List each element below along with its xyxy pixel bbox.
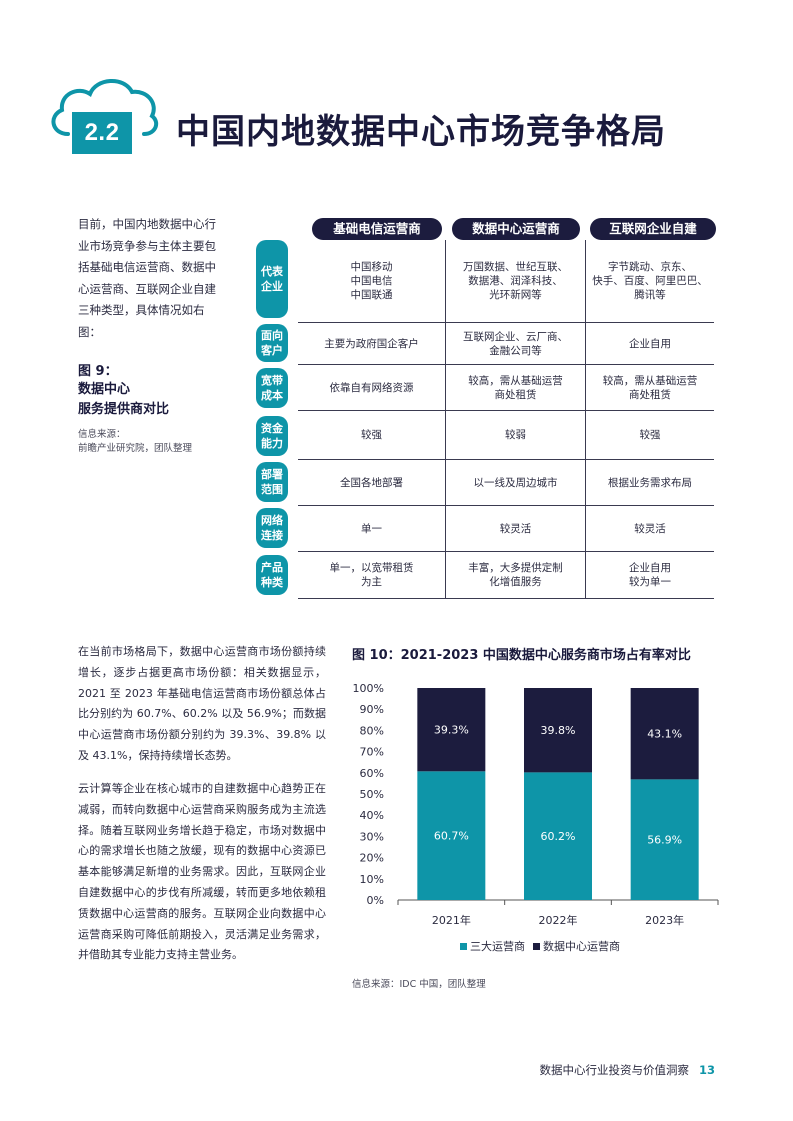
table-cell: 企业自用 较为单一	[629, 562, 671, 588]
bar-data-label: 39.8%	[541, 724, 576, 737]
y-tick-label: 90%	[360, 703, 384, 716]
table-cell: 丰富，大多提供定制 化增值服务	[468, 562, 563, 588]
y-tick-label: 0%	[367, 894, 384, 907]
cloud-icon	[51, 79, 159, 136]
table-cell: 较强	[639, 429, 661, 441]
y-tick-label: 60%	[360, 767, 384, 780]
page-footer: 数据中心行业投资与价值洞察 13	[539, 1062, 715, 1078]
bar-data-label: 60.7%	[434, 830, 469, 843]
footer-text: 数据中心行业投资与价值洞察	[539, 1063, 689, 1077]
table-cell: 单一	[361, 522, 382, 535]
table-cell: 单一，以宽带租赁 为主	[329, 562, 414, 588]
chart-legend: 三大运营商 数据中心运营商	[460, 938, 620, 954]
section-number-badge: 2.2	[72, 112, 132, 154]
page-title: 中国内地数据中心市场竞争格局	[176, 112, 666, 152]
table-cell: 全国各地部署	[340, 476, 403, 489]
figure-9-label: 图 9：	[78, 364, 118, 379]
bar-idc	[630, 688, 699, 780]
row-label-representative: 代表 企业	[256, 240, 288, 318]
legend-label-idc: 数据中心运营商	[543, 940, 620, 953]
y-tick-label: 10%	[360, 873, 384, 886]
figure-9-source: 信息来源： 前瞻产业研究院，团队整理	[78, 429, 193, 454]
row-label-products: 产品 种类	[256, 555, 288, 595]
table-row-divider	[298, 551, 714, 552]
table-cell: 较强	[361, 429, 382, 441]
table-cell: 万国数据、世纪互联、 数据港、润泽科技、 光环新网等	[463, 261, 568, 301]
row-label-bandwidth-cost: 宽带 成本	[256, 368, 288, 408]
y-tick-label: 70%	[360, 746, 384, 759]
bar-idc	[524, 688, 592, 773]
table-cell: 较灵活	[499, 522, 532, 535]
table-divider	[445, 240, 446, 598]
table-row-divider	[298, 505, 714, 506]
table-row-divider	[298, 364, 714, 365]
table-cell: 较灵活	[634, 522, 666, 535]
table-cell: 依靠自有网络资源	[329, 381, 414, 394]
body-paragraph-2: 云计算等企业在核心城市的自建数据中心趋势正在减弱，而转向数据中心运营商采购服务成…	[78, 782, 326, 962]
bar-telecom	[630, 779, 699, 900]
bar-data-label: 43.1%	[647, 728, 682, 741]
table-cell: 互联网企业、云厂商、 金融公司等	[463, 330, 568, 357]
body-paragraph-1: 在当前市场格局下，数据中心运营商市场份额持续增长，逐步占据更高市场份额：相关数据…	[78, 645, 326, 762]
table-row-divider	[298, 598, 714, 599]
column-header-telecom: 基础电信运营商	[312, 218, 442, 240]
table-cell: 较高，需从基础运营 商处租赁	[602, 374, 698, 401]
bar-idc	[417, 688, 486, 772]
page-number: 13	[698, 1063, 715, 1077]
legend-label-telecom: 三大运营商	[470, 940, 525, 953]
chart-source: 信息来源：IDC 中国，团队整理	[352, 979, 486, 990]
column-header-internet: 互联网企业自建	[590, 218, 716, 240]
x-tick-label: 2022年	[539, 913, 578, 927]
column-header-idc: 数据中心运营商	[452, 218, 580, 240]
legend-swatch-idc	[533, 942, 540, 950]
table-cell: 以一线及周边城市	[473, 476, 558, 489]
bar-telecom	[524, 772, 592, 900]
chart-title: 图 10：2021-2023 中国数据中心服务商市场占有率对比	[352, 648, 691, 663]
bar-data-label: 60.2%	[541, 830, 576, 843]
y-tick-label: 80%	[360, 724, 384, 737]
row-label-funding: 资金 能力	[256, 416, 288, 456]
row-label-deployment: 部署 范围	[256, 462, 288, 502]
y-tick-label: 40%	[360, 809, 384, 822]
bar-data-label: 39.3%	[434, 724, 469, 737]
y-tick-label: 30%	[360, 830, 384, 843]
table-divider	[585, 240, 586, 598]
table-row-divider	[298, 459, 714, 460]
figure-9-title: 数据中心 服务提供商对比	[78, 382, 170, 417]
table-row-divider	[298, 410, 714, 411]
x-tick-label: 2021年	[432, 913, 471, 927]
market-share-chart: 0% 10% 20% 30% 40% 50% 60% 70% 80% 90% 100% 60.7% 39…	[346, 676, 726, 956]
y-tick-label: 20%	[360, 852, 384, 865]
table-cell: 较高，需从基础运营 商处租赁	[468, 374, 563, 401]
row-label-network: 网络 连接	[256, 508, 288, 548]
table-cell: 中国移动 中国电信 中国联通	[350, 261, 393, 301]
row-label-customers: 面向 客户	[256, 324, 288, 362]
bar-data-label: 56.9%	[647, 834, 682, 847]
y-tick-label: 100%	[353, 682, 384, 695]
bar-telecom	[417, 771, 486, 900]
table-cell: 字节跳动、京东、 快手、百度、阿里巴巴、 腾讯等	[592, 261, 708, 301]
table-cell: 主要为政府国企客户	[324, 337, 419, 350]
legend-swatch-telecom	[460, 942, 467, 950]
intro-text: 目前，中国内地数据中心行业市场竞争参与主体主要包括基础电信运营商、数据中心运营商…	[78, 217, 216, 339]
table-cell: 企业自用	[629, 337, 671, 350]
x-tick-label: 2023年	[645, 913, 684, 927]
table-cell: 较弱	[505, 429, 526, 441]
table-cell: 根据业务需求布局	[608, 476, 692, 489]
y-tick-label: 50%	[360, 788, 384, 801]
table-row-divider	[298, 322, 714, 323]
